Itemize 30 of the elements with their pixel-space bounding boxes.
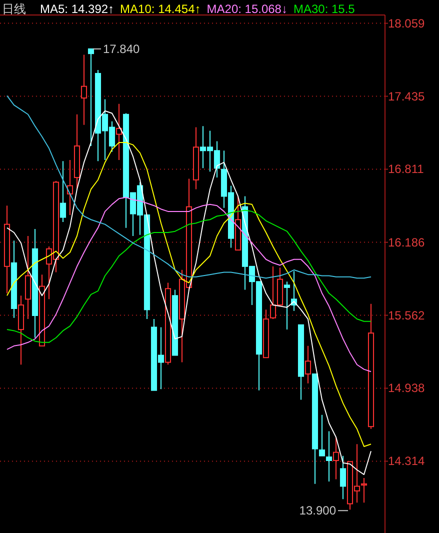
candlestick: [304, 345, 312, 384]
candlestick: [80, 54, 88, 126]
candlestick: [284, 281, 290, 330]
annotation: 13.900: [299, 504, 336, 518]
y-tick-label: 15.562: [388, 308, 426, 322]
text: MA10: 14.454↑: [120, 2, 201, 16]
candlestick: [116, 103, 122, 160]
y-tick-label: 14.314: [388, 454, 426, 468]
y-tick-label: 16.186: [388, 235, 426, 250]
line-series: [6, 110, 372, 476]
candlestick: [24, 236, 32, 320]
candlestick: [318, 414, 326, 456]
text: MA30: 15.5: [293, 2, 356, 16]
y-tick-label: 16.811: [388, 162, 424, 176]
candlestick: [60, 160, 66, 222]
candlestick: [360, 478, 368, 504]
candlestick: [332, 436, 340, 480]
candlestick: [66, 159, 74, 216]
text: MA5: 14.392↑: [40, 2, 114, 16]
candlestick: [340, 455, 346, 500]
y-tick-label: 18.059: [388, 16, 426, 30]
candlestick: [88, 48, 94, 146]
chart-title: 日线: [2, 2, 26, 16]
line-series: [6, 142, 372, 447]
y-tick-label: 14.938: [388, 381, 426, 396]
annotation: 17.840: [103, 42, 140, 56]
text: MA20: 15.068↓: [206, 2, 288, 16]
line-series: [6, 210, 372, 343]
candlestick: [326, 430, 332, 482]
y-tick-label: 17.435: [388, 89, 426, 104]
